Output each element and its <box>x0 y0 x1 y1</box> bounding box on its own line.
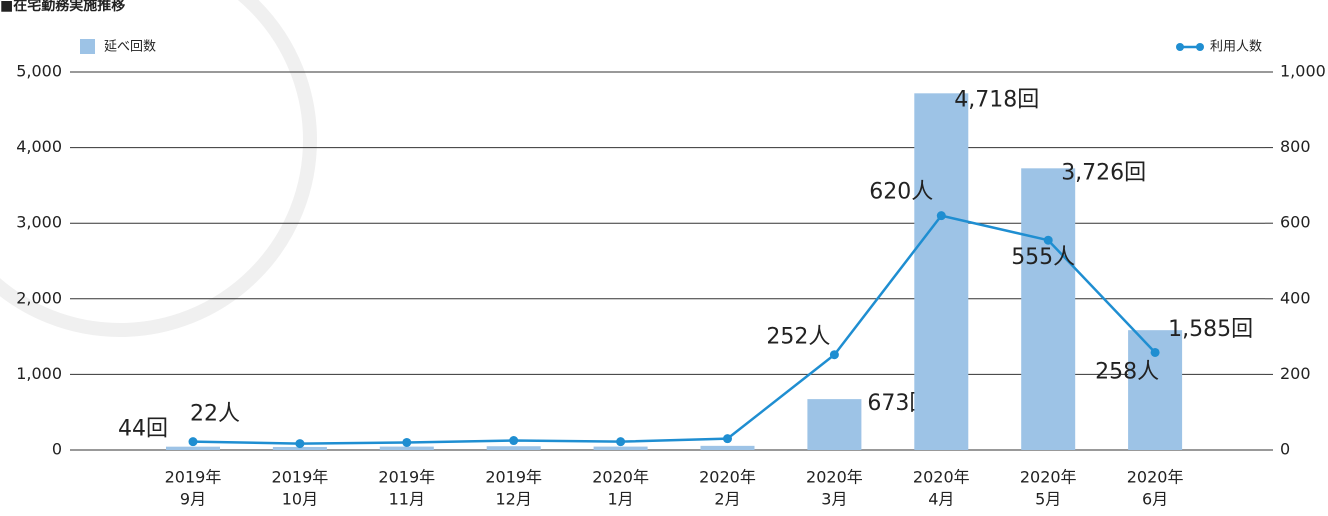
line-point <box>616 437 626 447</box>
line-point <box>402 437 412 447</box>
y2-tick-label: 400 <box>1280 288 1311 307</box>
x-tick-label: 2020年 <box>592 468 649 487</box>
decoration <box>0 0 317 337</box>
bar <box>914 93 969 450</box>
y2-tick-label: 0 <box>1280 440 1290 459</box>
bar <box>272 446 327 450</box>
y2-tick-label: 600 <box>1280 213 1311 232</box>
x-tick-label: 2019年 <box>485 468 542 487</box>
data-label: 3,726回 <box>1061 160 1146 185</box>
line-point <box>295 439 305 449</box>
x-tick-label: 12月 <box>496 490 532 509</box>
y-tick-label: 1,000 <box>16 364 62 383</box>
x-tick-label: 4月 <box>928 490 954 509</box>
data-label: 258人 <box>1095 359 1159 384</box>
legend-swatch <box>80 39 95 54</box>
legend-swatch <box>1196 43 1204 51</box>
x-tick-label: 1月 <box>608 490 634 509</box>
x-tick-label: 11月 <box>389 490 425 509</box>
line-point <box>188 437 198 447</box>
y-tick-label: 3,000 <box>16 213 62 232</box>
x-tick-label: 9月 <box>180 490 206 509</box>
y-tick-label: 0 <box>52 440 62 459</box>
bar <box>379 446 434 450</box>
y2-tick-label: 200 <box>1280 364 1311 383</box>
y2-tick-label: 800 <box>1280 137 1311 156</box>
line <box>192 214 1157 445</box>
x-tick-label: 2020年 <box>699 468 756 487</box>
data-label: 1,585回 <box>1168 317 1253 342</box>
x-tick-label: 10月 <box>282 490 318 509</box>
x-tick-label: 2019年 <box>165 468 222 487</box>
y2-tick-label: 1,000 <box>1280 62 1326 81</box>
data-label: 44回 <box>118 417 168 442</box>
x-tick-label: 2月 <box>714 490 740 509</box>
legend-swatch <box>1176 43 1184 51</box>
line-point <box>1043 235 1053 245</box>
x-tick-label: 3月 <box>821 490 847 509</box>
line-point <box>936 211 946 221</box>
line-point <box>723 434 732 444</box>
bar <box>700 445 755 450</box>
data-label: 252人 <box>766 325 830 350</box>
bar <box>593 446 648 450</box>
line-point <box>1150 347 1160 357</box>
x-tick-label: 2020年 <box>806 468 863 487</box>
y-tick-label: 2,000 <box>16 288 62 307</box>
bar <box>807 399 862 450</box>
x-tick-label: 2019年 <box>272 468 329 487</box>
data-label: 4,718回 <box>954 87 1039 112</box>
data-label: 22人 <box>190 402 240 427</box>
x-tick-label: 2020年 <box>913 468 970 487</box>
data-label: 555人 <box>1011 245 1075 270</box>
x-tick-label: 2019年 <box>378 468 435 487</box>
x-tick-label: 5月 <box>1035 490 1061 509</box>
bar <box>166 446 220 450</box>
line-point <box>829 350 839 360</box>
legend-label: 利用人数 <box>1210 40 1262 55</box>
legend-label: 延べ回数 <box>104 40 156 55</box>
y-tick-label: 5,000 <box>16 62 62 81</box>
chart-title: ■在宅勤務実施推移 <box>0 0 125 14</box>
line-point <box>509 436 519 446</box>
x-tick-label: 2020年 <box>1020 468 1077 487</box>
x-tick-label: 6月 <box>1142 490 1168 509</box>
x-tick-label: 2020年 <box>1127 468 1184 487</box>
bar <box>486 446 541 450</box>
data-label: 620人 <box>869 180 933 205</box>
y-tick-label: 4,000 <box>16 137 62 156</box>
bar <box>1021 168 1076 451</box>
